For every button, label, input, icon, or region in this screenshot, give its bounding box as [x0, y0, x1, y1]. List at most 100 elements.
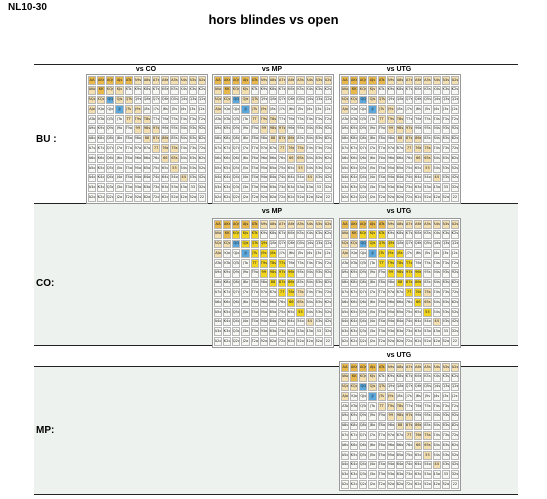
hand-cell: J4s — [432, 105, 441, 115]
hand-cell: QJo — [232, 105, 241, 115]
hand-cell: 53o — [423, 470, 432, 480]
hand-cell: AJo — [214, 105, 223, 115]
hand-cell: Q4s — [432, 239, 441, 249]
hand-cell: 66 — [287, 154, 296, 163]
hand-cell: T7s — [278, 115, 287, 124]
hand-cell: A4s — [305, 76, 314, 85]
hand-cell: 92o — [259, 193, 268, 202]
hand-cell: QJs — [241, 95, 250, 105]
hand-cell: QTs — [124, 95, 133, 105]
hand-cell: 74o — [405, 317, 414, 327]
hand-cell: 96s — [414, 268, 423, 278]
hand-cell: 65o — [414, 163, 423, 173]
hand-cell: ATs — [377, 76, 386, 85]
hand-cell: J6o — [241, 154, 250, 163]
hand-cell: 44 — [432, 317, 441, 327]
hand-cell: K8o — [223, 278, 232, 288]
hand-cell: KQo — [223, 95, 232, 105]
hand-cell: Q9o — [232, 124, 241, 134]
hand-cell: A9s — [386, 363, 395, 372]
hand-cell: K5o — [223, 163, 232, 173]
hand-cell: AA — [341, 76, 350, 85]
hand-cell: J8s — [268, 249, 278, 259]
hand-cell: K3s — [314, 85, 323, 95]
hand-cell: QQ — [232, 95, 241, 105]
hand-cell: Q9o — [359, 124, 368, 134]
hand-cell: Q4s — [305, 239, 314, 249]
hand-cell: 82s — [197, 134, 206, 144]
hand-cell: 72o — [405, 337, 414, 346]
hand-cell: K2s — [323, 85, 332, 95]
hand-cell: K5s — [423, 85, 432, 95]
hand-cell: T8o — [250, 134, 259, 144]
hand-cell: K3o — [350, 470, 359, 480]
hand-cell: J3o — [115, 183, 124, 193]
hand-cell: T5o — [377, 307, 386, 317]
hand-cell: J4o — [368, 317, 377, 327]
hand-cell: KTo — [350, 115, 359, 124]
hand-cell: KQo — [350, 239, 359, 249]
hand-cell: 95o — [386, 307, 395, 317]
hand-cell: A5s — [423, 220, 432, 229]
hand-cell: Q2s — [323, 95, 332, 105]
hand-cell: K9s — [259, 85, 268, 95]
hand-cell: 55 — [296, 307, 305, 317]
hand-cell: 75s — [423, 288, 432, 298]
hand-cell: 54o — [423, 173, 432, 183]
hand-cell: KQo — [350, 95, 359, 105]
hand-cell: J3s — [314, 249, 323, 259]
hand-cell: K3s — [314, 229, 323, 239]
hand-cell: QTs — [250, 95, 259, 105]
hand-cell: K4s — [432, 372, 441, 382]
hand-cell: 52o — [423, 337, 432, 346]
divider-3 — [34, 366, 518, 367]
hand-cell: 42s — [450, 317, 459, 327]
hand-cell: Q2s — [323, 239, 332, 249]
hand-cell: A5o — [214, 163, 223, 173]
hand-cell: 73o — [405, 327, 414, 337]
hand-cell: Q5o — [232, 307, 241, 317]
hand-cell: 76o — [278, 154, 287, 163]
hand-cell: Q2s — [197, 95, 206, 105]
hand-cell: 42o — [179, 193, 188, 202]
hand-cell: A3o — [341, 327, 350, 337]
hand-cell: J2o — [368, 337, 377, 346]
hand-cell: 32o — [188, 193, 197, 202]
hand-cell: J2o — [115, 193, 124, 202]
hand-cell: A7s — [278, 220, 287, 229]
range-grid-bu-vs-utg: AA AKs AQs AJs ATs A9s A8s A7s A6s A5s A4s A3s A2s AK… — [339, 74, 461, 204]
chart-title: vs UTG — [386, 208, 412, 215]
chart-title: vs UTG — [386, 66, 412, 73]
hand-cell: K7s — [152, 85, 161, 95]
hand-cell: 95s — [423, 124, 432, 134]
hand-cell: K6s — [287, 229, 296, 239]
hand-cell: K8s — [268, 229, 278, 239]
hand-cell: T7o — [124, 144, 133, 154]
hand-cell: A2s — [450, 220, 459, 229]
hand-cell: 43s — [441, 460, 450, 470]
hand-cell: AQo — [341, 95, 350, 105]
hand-cell: 52s — [323, 307, 332, 317]
hand-cell: T8s — [268, 259, 278, 268]
hand-cell: J9o — [368, 411, 377, 421]
hand-cell: 63s — [441, 154, 450, 163]
hand-cell: Q5o — [106, 163, 115, 173]
hand-cell: 97o — [133, 144, 142, 154]
hand-cell: 65s — [296, 154, 305, 163]
hand-cell: 66 — [414, 441, 423, 450]
hand-cell: J3s — [441, 105, 450, 115]
hand-cell: 86o — [268, 154, 278, 163]
hand-cell: K3o — [223, 327, 232, 337]
hand-cell: JJ — [368, 392, 377, 402]
hand-cell: K7s — [405, 372, 414, 382]
hand-cell: 52s — [197, 163, 206, 173]
hand-cell: 33 — [314, 183, 323, 193]
hand-cell: T5o — [124, 163, 133, 173]
hand-cell: J5s — [423, 392, 432, 402]
hand-cell: 93o — [259, 183, 268, 193]
hand-cell: 87o — [268, 144, 278, 154]
hand-cell: 87s — [405, 421, 414, 431]
hand-cell: J2s — [323, 105, 332, 115]
hand-cell: A2o — [88, 193, 97, 202]
hand-cell: AJs — [368, 76, 377, 85]
